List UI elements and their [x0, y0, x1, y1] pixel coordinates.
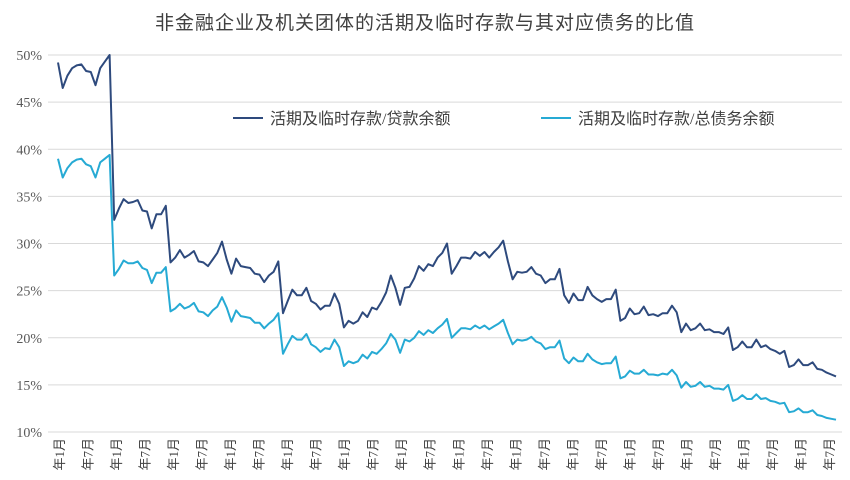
x-tick-label: 年7月: [480, 438, 495, 471]
x-tick-label: 年7月: [423, 438, 438, 471]
x-tick-label: 年1月: [622, 438, 637, 471]
x-tick-label: 年1月: [565, 438, 580, 471]
y-tick-label: 25%: [16, 285, 42, 300]
y-tick-label: 30%: [16, 238, 42, 253]
series-line-loans: [57, 54, 837, 378]
x-tick-label: 年7月: [594, 438, 609, 471]
x-tick-label: 年1月: [508, 438, 523, 471]
x-tick-label: 年7月: [822, 438, 837, 471]
x-tick-label: 年7月: [651, 438, 666, 471]
x-tick-label: 年7月: [252, 438, 267, 471]
y-tick-label: 40%: [16, 143, 42, 158]
x-tick-label: 年1月: [280, 438, 295, 471]
x-tick-label: 年1月: [223, 438, 238, 471]
x-tick-label: 年7月: [765, 438, 780, 471]
x-tick-label: 年1月: [793, 438, 808, 471]
x-tick-label: 年1月: [394, 438, 409, 471]
y-tick-label: 10%: [16, 426, 42, 441]
chart-title: 非金融企业及机关团体的活期及临时存款与其对应债务的比值: [154, 12, 695, 34]
x-tick-label: 年1月: [679, 438, 694, 471]
x-tick-label: 年7月: [195, 438, 210, 471]
x-tick-label: 年7月: [138, 438, 153, 471]
x-tick-label: 年1月: [52, 438, 67, 471]
x-tick-label: 年1月: [109, 438, 124, 471]
x-tick-label: 年7月: [366, 438, 381, 471]
x-tick-label: 年7月: [537, 438, 552, 471]
y-tick-label: 35%: [16, 190, 42, 205]
legend-label: 活期及临时存款/总债务余额: [578, 109, 774, 128]
y-tick-label: 15%: [16, 379, 42, 394]
x-tick-label: 年1月: [337, 438, 352, 471]
x-tick-label: 年1月: [736, 438, 751, 471]
x-tick-label: 年1月: [451, 438, 466, 471]
y-tick-label: 50%: [16, 49, 42, 64]
y-tick-label: 45%: [16, 96, 42, 111]
x-tick-label: 年7月: [309, 438, 324, 471]
series-line-total-debt: [57, 153, 837, 421]
x-tick-label: 年7月: [81, 438, 96, 471]
x-tick-label: 年7月: [708, 438, 723, 471]
y-tick-label: 20%: [16, 332, 42, 347]
x-tick-label: 年1月: [166, 438, 181, 471]
legend-label: 活期及临时存款/贷款余额: [270, 109, 450, 128]
